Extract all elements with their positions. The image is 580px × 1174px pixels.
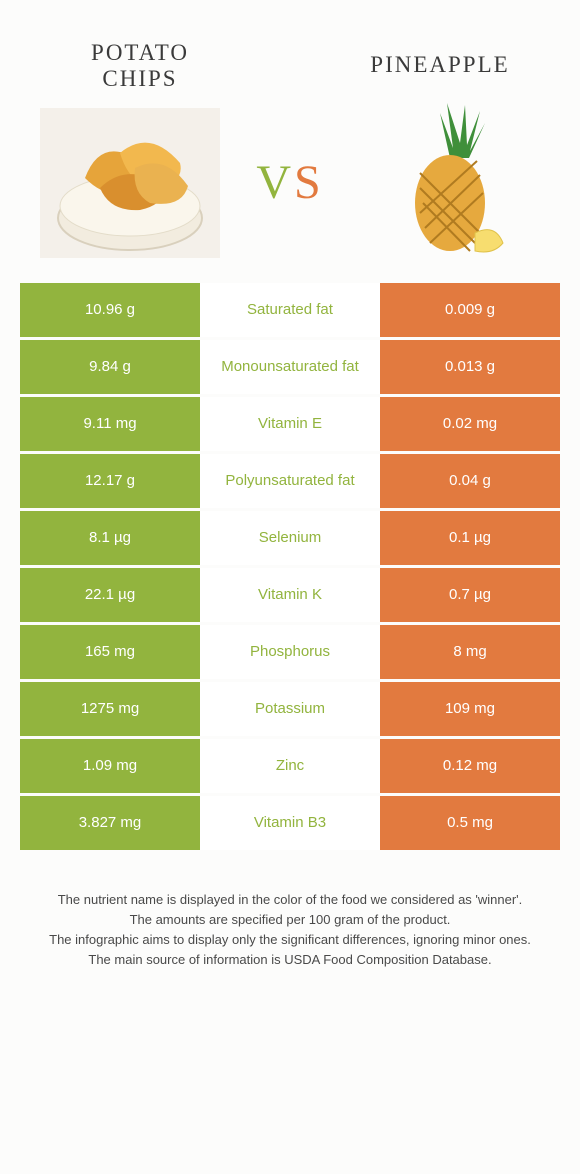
left-food-name-2: CHIPS [60, 66, 220, 92]
right-value: 109 mg [380, 682, 560, 736]
footer-line-2: The amounts are specified per 100 gram o… [32, 910, 548, 930]
table-row: 8.1 µgSelenium0.1 µg [20, 511, 560, 565]
vs-v: V [256, 156, 294, 209]
nutrient-label: Saturated fat [200, 283, 380, 337]
table-row: 12.17 gPolyunsaturated fat0.04 g [20, 454, 560, 508]
left-value: 3.827 mg [20, 796, 200, 850]
left-food-name-1: POTATO [60, 40, 220, 66]
nutrient-label: Potassium [200, 682, 380, 736]
vs-s: S [294, 156, 324, 209]
right-food-name: PINEAPPLE [360, 52, 520, 78]
right-value: 0.009 g [380, 283, 560, 337]
nutrient-label: Zinc [200, 739, 380, 793]
right-value: 0.5 mg [380, 796, 560, 850]
left-food-title: POTATO CHIPS [60, 40, 220, 93]
table-row: 1275 mgPotassium109 mg [20, 682, 560, 736]
right-value: 0.7 µg [380, 568, 560, 622]
right-value: 0.12 mg [380, 739, 560, 793]
nutrient-table: 10.96 gSaturated fat0.009 g9.84 gMonouns… [20, 283, 560, 850]
table-row: 9.11 mgVitamin E0.02 mg [20, 397, 560, 451]
images-row: VS [0, 103, 580, 283]
right-value: 0.02 mg [380, 397, 560, 451]
left-value: 22.1 µg [20, 568, 200, 622]
left-value: 12.17 g [20, 454, 200, 508]
right-value: 0.1 µg [380, 511, 560, 565]
left-value: 9.84 g [20, 340, 200, 394]
right-value: 8 mg [380, 625, 560, 679]
left-value: 1.09 mg [20, 739, 200, 793]
right-value: 0.04 g [380, 454, 560, 508]
nutrient-label: Phosphorus [200, 625, 380, 679]
footer-line-3: The infographic aims to display only the… [32, 930, 548, 950]
left-value: 1275 mg [20, 682, 200, 736]
left-value: 165 mg [20, 625, 200, 679]
footer-line-1: The nutrient name is displayed in the co… [32, 890, 548, 910]
nutrient-label: Polyunsaturated fat [200, 454, 380, 508]
table-row: 22.1 µgVitamin K0.7 µg [20, 568, 560, 622]
table-row: 165 mgPhosphorus8 mg [20, 625, 560, 679]
table-row: 10.96 gSaturated fat0.009 g [20, 283, 560, 337]
nutrient-label: Vitamin K [200, 568, 380, 622]
left-food-image [40, 108, 220, 258]
right-food-image [360, 108, 540, 258]
left-value: 10.96 g [20, 283, 200, 337]
right-food-title: PINEAPPLE [360, 52, 520, 93]
table-row: 3.827 mgVitamin B30.5 mg [20, 796, 560, 850]
nutrient-label: Monounsaturated fat [200, 340, 380, 394]
header: POTATO CHIPS PINEAPPLE [0, 0, 580, 103]
table-row: 1.09 mgZinc0.12 mg [20, 739, 560, 793]
vs-label: VS [256, 155, 323, 210]
footer-line-4: The main source of information is USDA F… [32, 950, 548, 970]
left-value: 9.11 mg [20, 397, 200, 451]
nutrient-label: Vitamin B3 [200, 796, 380, 850]
table-row: 9.84 gMonounsaturated fat0.013 g [20, 340, 560, 394]
left-value: 8.1 µg [20, 511, 200, 565]
nutrient-label: Vitamin E [200, 397, 380, 451]
right-value: 0.013 g [380, 340, 560, 394]
nutrient-label: Selenium [200, 511, 380, 565]
footer-notes: The nutrient name is displayed in the co… [32, 890, 548, 971]
